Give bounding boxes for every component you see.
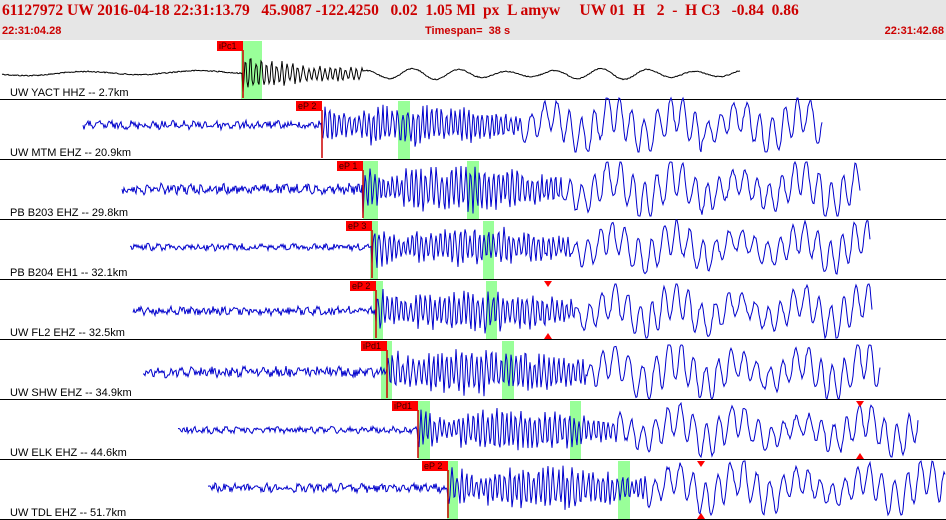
seismogram-panel[interactable]: iPc1 UW YACT HHZ -- 2.7km eP 2 UW MTM EHZ -…: [0, 40, 946, 520]
station-label: UW FL2 EHZ -- 32.5km: [10, 327, 125, 339]
phase-window: [483, 221, 494, 279]
waveform: [177, 401, 919, 459]
pick-flag: [350, 281, 376, 291]
start-time: 22:31:04.28: [2, 25, 62, 37]
station-label: PB B203 EHZ -- 29.8km: [10, 207, 128, 219]
pick-flag: [422, 461, 448, 471]
pick-label: eP 2: [424, 461, 442, 471]
trace-row[interactable]: eP 3 PB B204 EH1 -- 32.1km: [0, 219, 946, 280]
pick-flag: [296, 101, 322, 111]
amp-marker-top: [697, 461, 705, 467]
waveform: [121, 160, 861, 217]
station-label: PB B204 EH1 -- 32.1km: [10, 267, 127, 279]
phase-window: [370, 221, 378, 279]
pick-flag: [361, 341, 387, 351]
trace-row[interactable]: iPd1 UW ELK EHZ -- 44.6km: [0, 401, 946, 460]
amp-marker-bottom: [697, 513, 705, 519]
amp-marker-bottom: [856, 453, 864, 459]
waveform: [1, 58, 741, 93]
phase-window: [363, 161, 378, 219]
waveform: [82, 96, 823, 153]
amp-marker-top: [856, 401, 864, 407]
pick-label: iPd1: [363, 341, 381, 351]
pick-label: iPd1: [394, 401, 412, 411]
station-label: UW YACT HHZ -- 2.7km: [10, 87, 129, 99]
phase-window: [447, 461, 458, 519]
waveform: [132, 283, 873, 340]
timespan: Timespan= 38 s: [425, 25, 511, 37]
pick-flag: [337, 161, 363, 171]
station-label: UW SHW EHZ -- 34.9km: [10, 387, 132, 399]
pick-label: eP 2: [352, 281, 370, 291]
event-header: 61127972 UW 2016-04-18 22:31:13.79 45.90…: [0, 0, 946, 40]
trace-row[interactable]: iPd1 UW SHW EHZ -- 34.9km: [0, 341, 946, 401]
pick-label: eP 3: [348, 221, 366, 231]
event-summary: 61127972 UW 2016-04-18 22:31:13.79 45.90…: [2, 2, 799, 19]
trace-row[interactable]: eP 1 PB B203 EHZ -- 29.8km: [0, 160, 946, 220]
station-label: UW TDL EHZ -- 51.7km: [10, 507, 126, 519]
trace-row[interactable]: eP 2 UW FL2 EHZ -- 32.5km: [0, 281, 946, 340]
pick-label: eP 1: [339, 161, 357, 171]
trace-row[interactable]: eP 2 UW MTM EHZ -- 20.9km: [0, 96, 946, 160]
pick-flag: [217, 41, 243, 51]
end-time: 22:31:42.68: [884, 25, 944, 37]
pick-label: iPc1: [219, 41, 237, 51]
waveform: [142, 344, 881, 401]
station-label: UW ELK EHZ -- 44.6km: [10, 447, 127, 459]
trace-row[interactable]: iPc1 UW YACT HHZ -- 2.7km: [0, 41, 946, 100]
pick-flag: [346, 221, 372, 231]
amp-marker-bottom: [544, 333, 552, 339]
waveform: [129, 219, 871, 275]
pick-label: eP 2: [298, 101, 316, 111]
trace-row[interactable]: eP 2 UW TDL EHZ -- 51.7km: [0, 460, 946, 520]
waveform-canvas[interactable]: iPc1 UW YACT HHZ -- 2.7km eP 2 UW MTM EHZ -…: [0, 40, 946, 520]
waveform: [207, 460, 946, 517]
station-label: UW MTM EHZ -- 20.9km: [10, 147, 131, 159]
amp-marker-top: [544, 281, 552, 287]
pick-flag: [392, 401, 418, 411]
phase-window: [373, 281, 383, 339]
